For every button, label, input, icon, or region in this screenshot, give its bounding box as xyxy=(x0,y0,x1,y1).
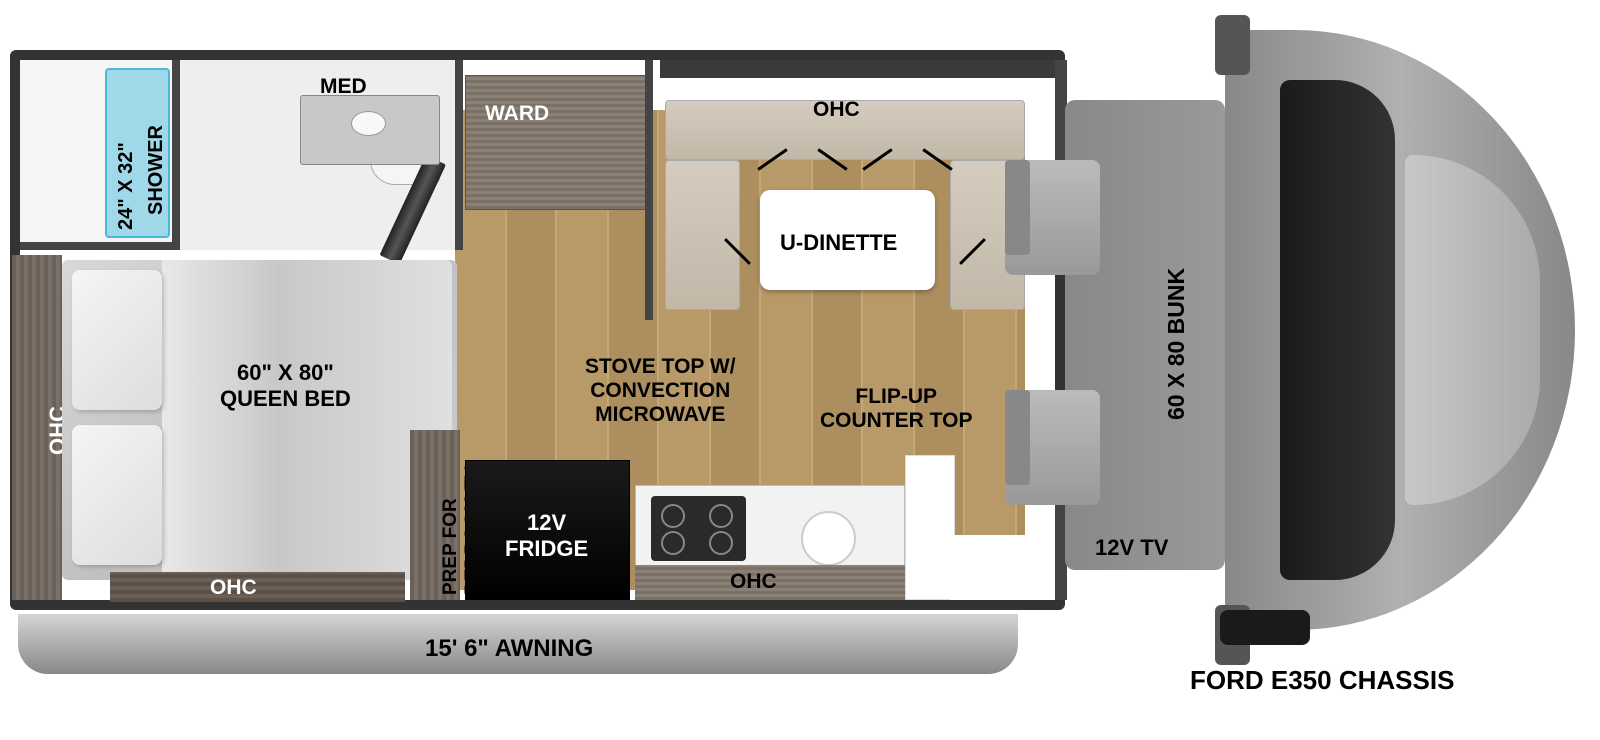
wardrobe-label: WARD xyxy=(485,102,549,126)
wheel-icon xyxy=(1220,610,1310,645)
ohc-bed-south-label: OHC xyxy=(210,576,257,600)
med-cabinet-label: MED xyxy=(320,75,367,99)
bed-name: QUEEN BED xyxy=(220,386,351,411)
seat-back xyxy=(1005,390,1030,485)
stove-line2: CONVECTION xyxy=(590,379,730,402)
wardrobe xyxy=(465,75,650,210)
driver-seat-icon xyxy=(1005,160,1100,275)
interior-wall-2 xyxy=(645,60,653,320)
tv-label: 12V TV xyxy=(1095,535,1168,561)
vanity-sink-icon xyxy=(351,111,386,136)
dinette-wall xyxy=(660,60,1055,78)
dinette-seat xyxy=(665,160,740,310)
shower-dim-label: 24" X 32" xyxy=(115,142,138,230)
entry-step xyxy=(950,535,1055,600)
ohc-dinette-label: OHC xyxy=(813,98,860,122)
stove-line3: MICROWAVE xyxy=(595,403,725,426)
blanket xyxy=(162,260,452,580)
flip-line2: COUNTER TOP xyxy=(820,409,972,432)
ohc-kitchen-label: OHC xyxy=(730,570,777,594)
flip-label: FLIP-UP COUNTER TOP xyxy=(820,385,972,433)
u-dinette-label: U-DINETTE xyxy=(780,230,897,256)
flip-up-counter xyxy=(905,455,955,600)
pillow-icon xyxy=(72,425,162,565)
stove-line1: STOVE TOP W/ xyxy=(585,355,736,378)
awning-label: 15' 6" AWNING xyxy=(425,635,593,663)
hood-icon xyxy=(1405,155,1540,505)
bunk-label: 60 X 80 BUNK xyxy=(1163,268,1190,420)
u-dinette xyxy=(665,100,1025,310)
interior-wall xyxy=(455,60,463,250)
rv-floorplan: 24" X 32" SHOWER MED WARD OHC 60" X 80" … xyxy=(10,50,1065,610)
windshield-icon xyxy=(1280,80,1395,580)
bed-dim: 60" X 80" xyxy=(237,360,334,385)
fridge-line1: 12V xyxy=(527,510,566,535)
flip-line1: FLIP-UP xyxy=(855,385,937,408)
seat-back xyxy=(1005,160,1030,255)
stove-top-icon xyxy=(651,496,746,561)
stove-label: STOVE TOP W/ CONVECTION MICROWAVE xyxy=(585,355,736,427)
burner-icon xyxy=(661,531,685,555)
burner-icon xyxy=(709,504,733,528)
ohc-bed-south xyxy=(110,572,405,602)
cab-area: 60 X 80 BUNK 12V TV xyxy=(1065,40,1580,640)
truck-cab xyxy=(1225,30,1575,630)
burner-icon xyxy=(709,531,733,555)
queen-bed xyxy=(62,260,457,580)
mirror-icon xyxy=(1215,15,1250,75)
burner-icon xyxy=(661,504,685,528)
shower-label: SHOWER xyxy=(145,125,168,215)
pillow-icon xyxy=(72,270,162,410)
bathroom-vanity xyxy=(300,95,440,165)
chassis-label: FORD E350 CHASSIS xyxy=(1190,665,1454,696)
passenger-seat-icon xyxy=(1005,390,1100,505)
queen-bed-label: 60" X 80" QUEEN BED xyxy=(220,360,351,412)
kitchen-sink-icon xyxy=(801,511,856,566)
fridge-line2: FRIDGE xyxy=(505,536,588,561)
fridge-label: 12V FRIDGE xyxy=(505,510,588,562)
